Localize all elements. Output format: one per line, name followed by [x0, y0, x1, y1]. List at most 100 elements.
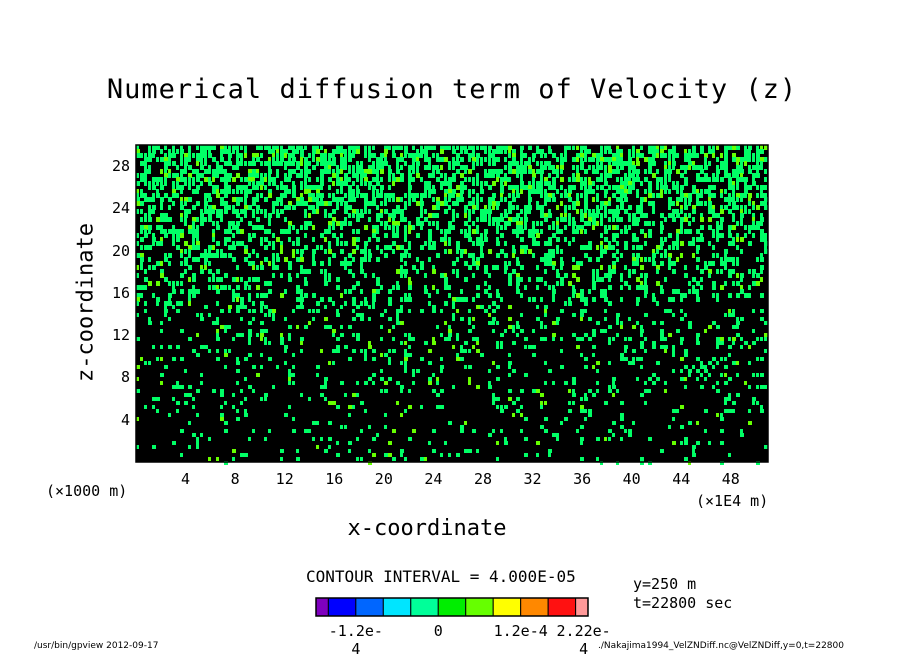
contour-cell — [616, 225, 619, 230]
contour-cell — [184, 221, 187, 226]
contour-cell — [264, 329, 268, 333]
contour-cell — [340, 161, 344, 166]
contour-cell — [504, 149, 507, 154]
contour-cell — [392, 457, 396, 461]
contour-cell — [260, 225, 264, 230]
contour-cell — [388, 301, 392, 306]
contour-cell — [468, 213, 471, 218]
contour-cell — [540, 277, 543, 282]
contour-cell — [728, 233, 732, 238]
contour-cell — [544, 177, 548, 182]
contour-cell — [284, 345, 288, 349]
contour-cell — [332, 253, 336, 258]
contour-cell — [676, 213, 680, 218]
contour-cell — [364, 225, 368, 230]
contour-cell — [696, 197, 699, 202]
contour-cell — [220, 249, 223, 254]
contour-cell — [624, 189, 628, 194]
contour-cell — [452, 193, 455, 198]
contour-cell — [336, 165, 339, 170]
contour-cell — [188, 293, 191, 298]
contour-cell — [600, 185, 604, 190]
contour-cell — [652, 253, 656, 258]
contour-cell — [608, 437, 611, 441]
contour-cell — [456, 157, 459, 162]
contour-cell — [756, 281, 760, 286]
contour-cell — [692, 209, 696, 214]
contour-cell — [160, 229, 164, 234]
contour-cell — [320, 385, 324, 389]
contour-cell — [716, 341, 720, 345]
contour-cell — [600, 177, 603, 182]
contour-cell — [448, 237, 451, 242]
contour-cell — [192, 181, 195, 186]
contour-cell — [608, 265, 611, 270]
contour-cell — [636, 173, 639, 178]
contour-cell — [148, 169, 151, 174]
contour-cell — [228, 229, 232, 234]
contour-cell — [540, 169, 544, 174]
contour-cell — [176, 229, 180, 234]
contour-cell — [188, 197, 192, 202]
contour-cell — [336, 145, 340, 150]
contour-cell — [432, 449, 436, 453]
contour-cell — [560, 213, 563, 218]
contour-cell — [564, 189, 567, 194]
contour-cell — [180, 301, 183, 306]
contour-cell — [660, 345, 664, 349]
contour-cell — [700, 189, 703, 194]
contour-cell — [492, 393, 495, 397]
contour-cell — [352, 209, 356, 214]
contour-cell — [688, 149, 691, 154]
contour-cell — [460, 157, 464, 162]
contour-cell — [412, 153, 416, 158]
contour-cell — [724, 265, 727, 270]
contour-cell — [280, 457, 283, 461]
contour-cell — [340, 221, 344, 226]
colorbar-tick-label: 2.22e-4 — [556, 622, 611, 658]
contour-cell — [644, 157, 648, 162]
contour-cell — [464, 169, 467, 174]
x-tick-label: 20 — [374, 470, 393, 488]
contour-cell — [728, 337, 731, 341]
contour-cell — [548, 185, 552, 190]
contour-cell — [224, 353, 228, 357]
contour-cell — [696, 357, 700, 361]
contour-cell — [408, 185, 412, 190]
contour-cell — [352, 237, 356, 242]
contour-cell — [640, 285, 644, 290]
contour-cell — [564, 273, 568, 278]
contour-cell — [140, 201, 144, 206]
colorbar-swatch — [520, 597, 549, 617]
contour-cell — [480, 189, 484, 194]
contour-cell — [460, 145, 464, 150]
contour-cell — [384, 225, 387, 230]
contour-cell — [228, 285, 231, 290]
y-tick-label: 4 — [120, 410, 130, 429]
contour-cell — [148, 281, 152, 286]
contour-cell — [680, 357, 684, 361]
contour-cell — [516, 189, 519, 194]
contour-cell — [324, 209, 327, 214]
contour-cell — [576, 173, 580, 178]
contour-cell — [532, 229, 536, 234]
contour-cell — [560, 217, 564, 222]
colorbar-swatch — [382, 597, 412, 617]
contour-cell — [204, 257, 208, 262]
contour-cell — [612, 433, 615, 437]
contour-cell — [196, 413, 199, 417]
contour-cell — [428, 181, 431, 186]
contour-cell — [600, 241, 603, 246]
contour-interval-label: CONTOUR INTERVAL = 4.000E-05 — [306, 567, 576, 586]
contour-cell — [476, 205, 479, 210]
contour-cell — [212, 221, 215, 226]
contour-cell — [348, 405, 352, 409]
contour-cell — [696, 193, 700, 198]
contour-cell — [220, 285, 224, 290]
contour-cell — [732, 157, 736, 162]
contour-cell — [412, 373, 415, 377]
contour-cell — [492, 321, 495, 325]
contour-cell — [716, 413, 719, 417]
contour-cell — [508, 281, 512, 286]
contour-cell — [544, 305, 548, 309]
